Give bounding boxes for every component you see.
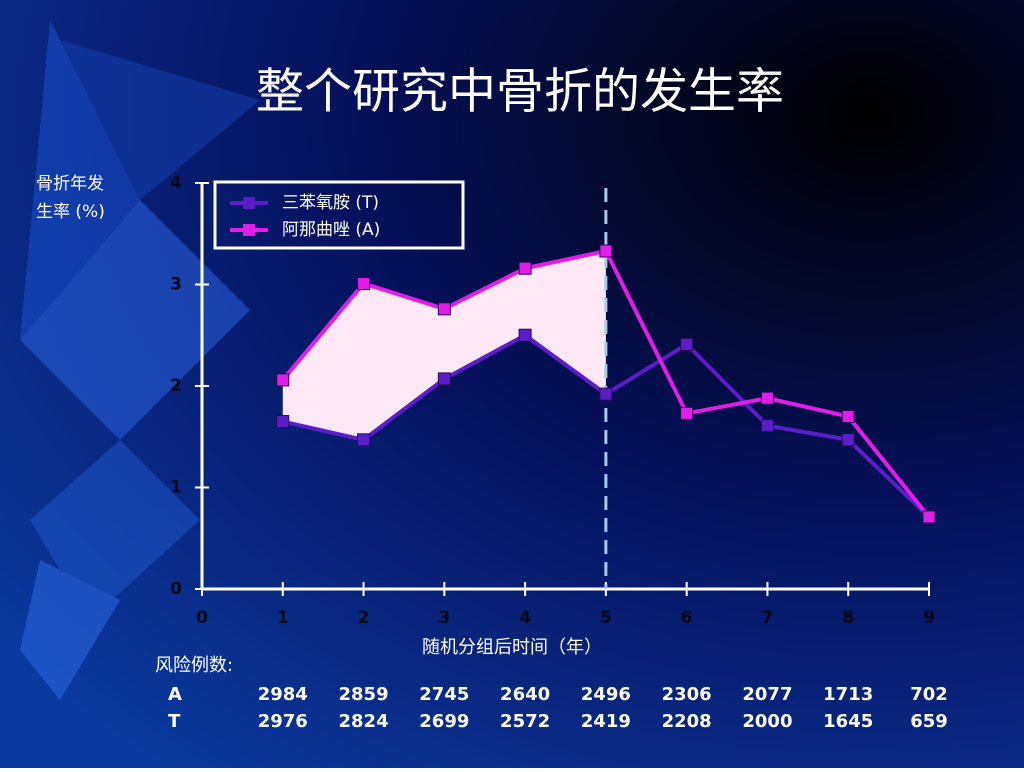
data-point — [841, 409, 855, 423]
x-tick-label: 2 — [358, 608, 370, 628]
risk-value: 1713 — [823, 684, 873, 705]
risk-value: 2077 — [742, 684, 792, 705]
risk-value: 1645 — [823, 711, 873, 732]
y-tick-label: 1 — [170, 478, 182, 498]
x-tick-label: 5 — [600, 608, 612, 628]
title: 整个研究中骨折的发生率 — [256, 64, 784, 120]
data-point — [276, 373, 290, 387]
risk-value: 2976 — [258, 711, 308, 732]
x-tick-label: 6 — [681, 608, 693, 628]
risk-value: 2208 — [662, 711, 712, 732]
risk-value: 2640 — [500, 684, 550, 705]
data-point — [276, 415, 290, 429]
x-tick-label: 7 — [762, 608, 774, 628]
risk-value: 2699 — [419, 711, 469, 732]
risk-value: 2419 — [581, 711, 631, 732]
risk-value: 702 — [910, 684, 948, 705]
x-tick-label: 4 — [519, 608, 531, 628]
risk-value: 2496 — [581, 684, 631, 705]
y-tick-label: 2 — [170, 376, 182, 396]
x-tick-label: 0 — [196, 608, 208, 628]
data-point — [599, 244, 613, 258]
data-point — [357, 433, 371, 447]
x-tick-label: 9 — [923, 608, 935, 628]
data-point — [437, 372, 451, 386]
legend-box — [213, 180, 465, 250]
data-point — [437, 302, 451, 316]
risk-value: 2984 — [258, 684, 308, 705]
y-axis-label-line: 骨折年发 — [36, 174, 104, 194]
risk-row-label: T — [168, 711, 181, 732]
risk-row-label: A — [168, 684, 182, 705]
x-tick-label: 8 — [842, 608, 854, 628]
risk-value: 2824 — [339, 711, 389, 732]
x-tick-label: 1 — [277, 608, 289, 628]
legend-label: 阿那曲唑 (A) — [282, 220, 380, 240]
legend-marker — [243, 224, 255, 236]
risk-value: 2000 — [742, 711, 792, 732]
risk-value: 2745 — [419, 684, 469, 705]
data-point — [599, 387, 613, 401]
data-point — [357, 276, 371, 290]
data-point — [760, 391, 774, 405]
risk-value: 2306 — [662, 684, 712, 705]
y-axis-label-line: 生率 (%) — [36, 202, 105, 222]
y-tick-label: 4 — [170, 173, 182, 193]
data-point — [922, 510, 936, 524]
data-point — [680, 406, 694, 420]
data-point — [680, 337, 694, 351]
risk-table-title: 风险例数: — [155, 655, 233, 676]
legend-label: 三苯氧胺 (T) — [282, 193, 379, 213]
decoration — [20, 20, 260, 700]
data-point — [841, 433, 855, 447]
risk-value: 2572 — [500, 711, 550, 732]
risk-value: 2859 — [339, 684, 389, 705]
data-point — [760, 419, 774, 433]
y-tick-label: 3 — [170, 275, 182, 295]
y-tick-label: 0 — [170, 579, 182, 599]
y-axis-label: 骨折年发生率 (%) — [36, 174, 105, 222]
data-point — [518, 328, 532, 342]
data-point — [518, 261, 532, 275]
x-axis-label: 随机分组后时间（年） — [422, 637, 602, 658]
shaded-area — [282, 251, 606, 440]
risk-value: 659 — [910, 711, 948, 732]
x-tick-label: 3 — [438, 608, 450, 628]
legend-marker — [243, 197, 255, 209]
